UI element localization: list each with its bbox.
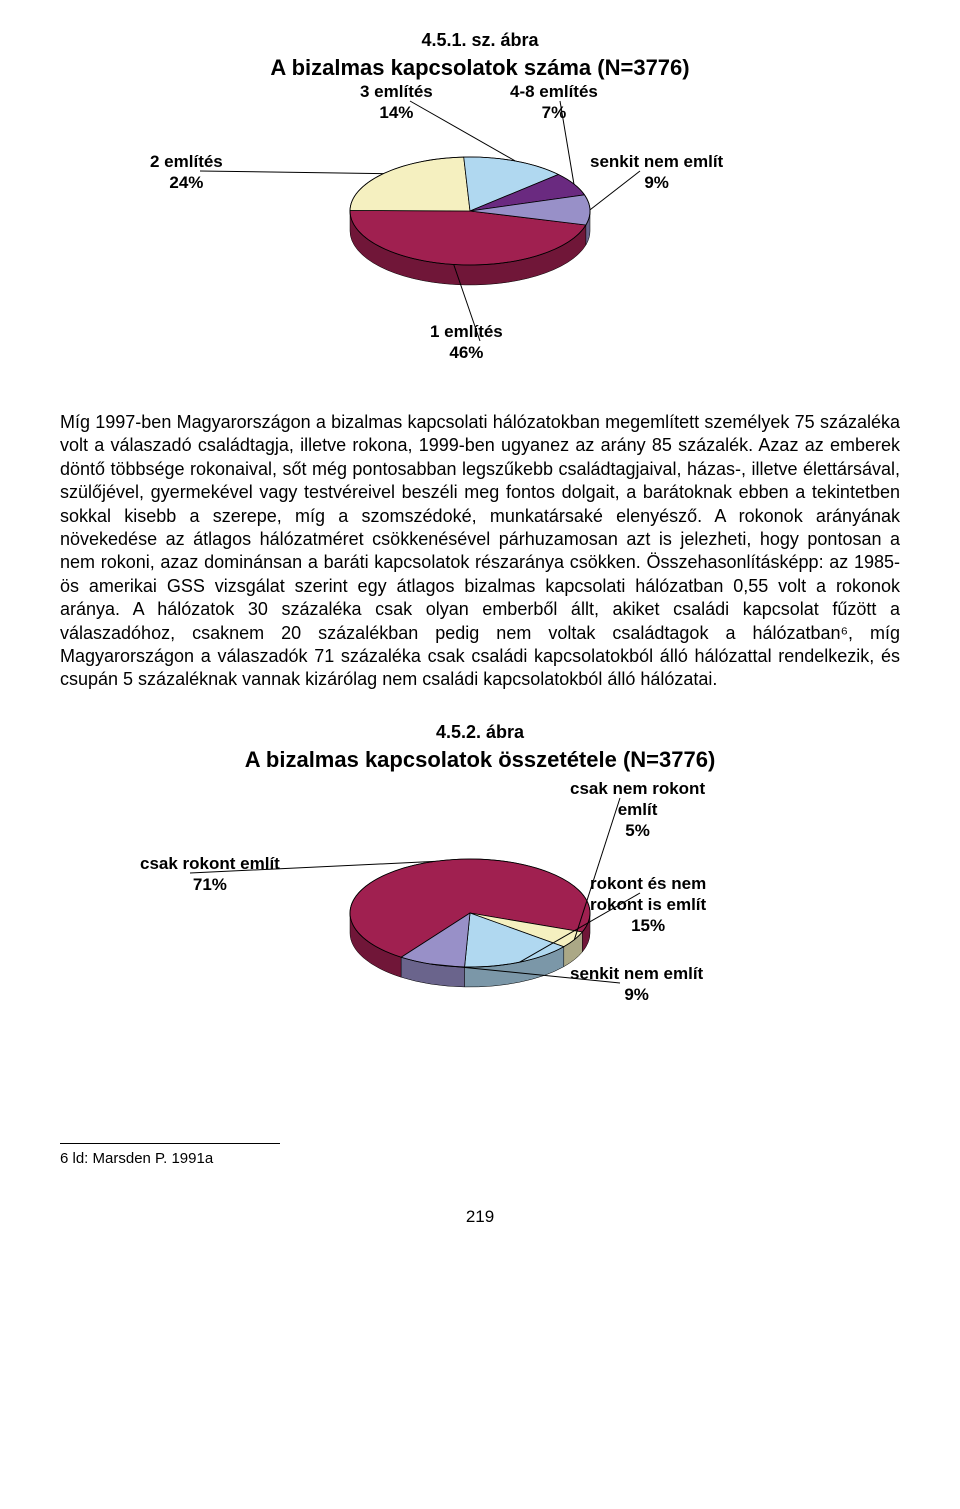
figure2-title: A bizalmas kapcsolatok összetétele (N=37… — [60, 747, 900, 773]
pie-callout: 3 említés14% — [360, 81, 433, 124]
body-paragraph: Míg 1997-ben Magyarországon a bizalmas k… — [60, 411, 900, 692]
pie-callout: senkit nem említ9% — [590, 151, 723, 194]
pie-callout: csak nem rokontemlít5% — [570, 778, 705, 842]
pie-slice — [350, 157, 470, 211]
figure1-title: A bizalmas kapcsolatok száma (N=3776) — [60, 55, 900, 81]
pie-callout: 4-8 említés7% — [510, 81, 598, 124]
pie-callout: rokont és nemrokont is említ15% — [590, 873, 706, 937]
pie-callout: 2 említés24% — [150, 151, 223, 194]
footnote-rule — [60, 1143, 280, 1144]
figure1-caption: 4.5.1. sz. ábra — [60, 30, 900, 51]
figure1-chart: 1 említés46%2 említés24%3 említés14%4-8 … — [170, 91, 790, 371]
pie-callout: senkit nem említ9% — [570, 963, 703, 1006]
page-number: 219 — [60, 1207, 900, 1227]
pie-callout: csak rokont említ71% — [140, 853, 280, 896]
figure2-caption: 4.5.2. ábra — [60, 722, 900, 743]
pie-callout: 1 említés46% — [430, 321, 503, 364]
figure2-chart: csak rokont említ71%csak nem rokontemlít… — [170, 783, 790, 1063]
footnote-text: 6 ld: Marsden P. 1991a — [60, 1150, 900, 1167]
